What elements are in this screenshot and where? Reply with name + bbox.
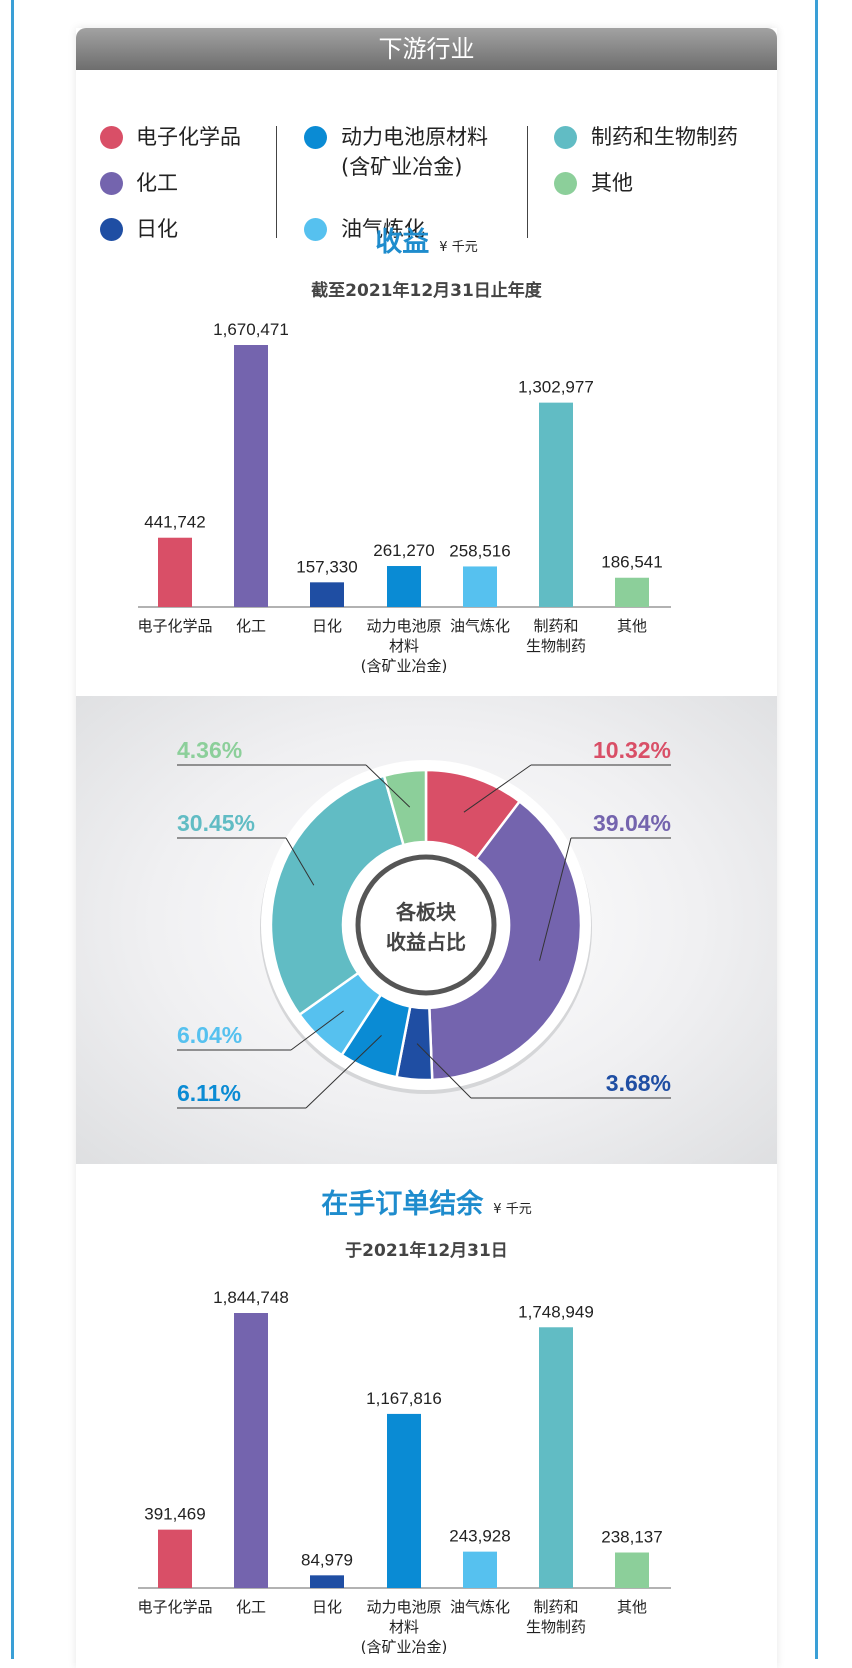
backlog-category-label-1-0: 化工 <box>236 1598 266 1616</box>
revenue-bar-4 <box>463 566 497 607</box>
backlog-value-label-0: 391,469 <box>144 1505 205 1524</box>
revenue-value-label-2: 157,330 <box>296 557 357 576</box>
legend-dot-other <box>554 172 577 195</box>
donut-percent-label-2: 3.68% <box>606 1070 671 1096</box>
frame-right-border <box>815 0 818 1659</box>
revenue-value-label-4: 258,516 <box>449 541 510 560</box>
backlog-value-label-5: 1,748,949 <box>518 1302 594 1321</box>
backlog-category-label-3-1: 材料 <box>389 1618 419 1636</box>
donut-percent-label-0: 10.32% <box>593 737 671 763</box>
donut-callout-leader-6 <box>365 764 411 808</box>
revenue-value-label-3: 261,270 <box>373 541 434 560</box>
backlog-title: 在手订单结余 ¥ 千元 <box>76 1182 777 1221</box>
donut-center-line-1: 各板块 <box>395 900 457 924</box>
backlog-category-label-4-0: 油气炼化 <box>450 1598 510 1616</box>
revenue-bar-6 <box>615 577 649 607</box>
backlog-bar-0 <box>158 1529 192 1588</box>
legend-divider-1 <box>276 126 277 238</box>
backlog-value-label-4: 243,928 <box>449 1527 510 1546</box>
legend-dot-battery-materials <box>304 126 327 149</box>
donut-center-ring <box>355 854 497 996</box>
donut-percent-label-3: 6.11% <box>177 1080 241 1106</box>
backlog-category-label-0-0: 电子化学品 <box>137 1598 212 1616</box>
donut-callout-leader-2 <box>416 1043 472 1099</box>
donut-callout-leader-4 <box>290 1010 344 1051</box>
backlog-value-label-1: 1,844,748 <box>213 1288 289 1307</box>
legend-divider-2 <box>527 126 528 238</box>
frame-left-border <box>11 0 14 1659</box>
legend-label-chemical: 化工 <box>136 171 178 195</box>
legend-label-battery-materials: 动力电池原材料 <box>341 125 488 149</box>
backlog-bar-3 <box>387 1413 421 1588</box>
revenue-bar-3 <box>387 566 421 607</box>
backlog-bar-6 <box>615 1552 649 1588</box>
donut-callout-leader-5 <box>285 837 315 886</box>
backlog-value-label-2: 84,979 <box>301 1550 353 1569</box>
donut-hole <box>343 842 509 1008</box>
revenue-category-label-5-0: 制药和 <box>533 617 578 635</box>
backlog-category-label-5-0: 制药和 <box>533 1598 578 1616</box>
revenue-unit: ¥ 千元 <box>439 240 478 255</box>
revenue-category-label-3-0: 动力电池原 <box>366 617 441 635</box>
backlog-title-text: 在手订单结余 <box>321 1189 484 1220</box>
legend: 电子化学品 化工 日化 动力电池原材料 (含矿业冶金) 油气炼化 制药和生物制药… <box>76 86 777 241</box>
revenue-value-label-5: 1,302,977 <box>518 378 594 397</box>
revenue-title-text: 收益 <box>375 227 430 258</box>
donut-percent-label-5: 30.45% <box>177 810 255 836</box>
donut-percent-label-6: 4.36% <box>177 737 242 763</box>
revenue-title: 收益 ¥ 千元 <box>76 220 777 259</box>
backlog-subtitle: 于2021年12月31日 <box>345 1241 508 1261</box>
revenue-bar-2 <box>310 582 344 607</box>
revenue-category-label-2-0: 日化 <box>312 617 342 635</box>
revenue-value-label-0: 441,742 <box>144 513 205 532</box>
backlog-bar-5 <box>539 1327 573 1588</box>
revenue-category-label-3-1: 材料 <box>389 637 419 655</box>
revenue-bar-0 <box>158 537 192 607</box>
revenue-value-label-1: 1,670,471 <box>213 320 289 339</box>
legend-label-pharma: 制药和生物制药 <box>591 125 738 149</box>
backlog-bar-chart: 391,469 电子化学品 1,844,748 化工 84,979 日化 1,167,816… <box>137 1288 671 1656</box>
revenue-category-label-5-1: 生物制药 <box>526 637 586 655</box>
revenue-bar-5 <box>539 402 573 607</box>
legend-dot-pharma <box>554 126 577 149</box>
revenue-bar-chart: 441,742 电子化学品 1,670,471 化工 157,330 日化 261,270 动… <box>137 320 671 675</box>
revenue-category-label-0-0: 电子化学品 <box>137 617 212 635</box>
legend-label-daily-chemical: 日化 <box>136 217 178 241</box>
backlog-category-label-3-2: (含矿业冶金) <box>361 1638 448 1656</box>
revenue-category-label-3-2: (含矿业冶金) <box>361 657 448 675</box>
donut-callout-leader-0 <box>463 764 532 813</box>
donut-percent-label-1: 39.04% <box>593 810 671 836</box>
legend-dot-chemical <box>100 172 123 195</box>
section-header: 下游行业 <box>76 28 777 70</box>
donut-center-line-2: 收益占比 <box>386 930 466 954</box>
revenue-subtitle: 截至2021年12月31日止年度 <box>311 281 542 301</box>
backlog-bar-4 <box>463 1551 497 1588</box>
backlog-category-label-3-0: 动力电池原 <box>366 1598 441 1616</box>
backlog-bar-2 <box>310 1575 344 1588</box>
backlog-value-label-3: 1,167,816 <box>366 1389 442 1408</box>
legend-dot-electronic-chemicals <box>100 126 123 149</box>
legend-dot-oil-gas <box>304 218 327 241</box>
legend-label-oil-gas: 油气炼化 <box>341 217 425 241</box>
legend-dot-daily-chemical <box>100 218 123 241</box>
backlog-bar-1 <box>234 1313 268 1588</box>
backlog-value-label-6: 238,137 <box>601 1528 662 1547</box>
legend-label-battery-materials-sub: (含矿业冶金) <box>341 155 463 179</box>
legend-label-electronic-chemicals: 电子化学品 <box>136 125 241 149</box>
backlog-unit: ¥ 千元 <box>493 1202 532 1217</box>
backlog-category-label-6-0: 其他 <box>617 1598 647 1616</box>
revenue-category-label-4-0: 油气炼化 <box>450 617 510 635</box>
infographic-panel: 下游行业 电子化学品 化工 日化 动力电池原材料 (含矿业冶金) 油气炼化 制药… <box>76 28 777 1668</box>
donut-percent-label-4: 6.04% <box>177 1022 242 1048</box>
donut-callout-leader-1 <box>539 837 572 961</box>
legend-label-other: 其他 <box>591 171 633 195</box>
revenue-value-label-6: 186,541 <box>601 553 662 572</box>
revenue-category-label-6-0: 其他 <box>617 617 647 635</box>
revenue-bar-1 <box>234 345 268 607</box>
backlog-category-label-2-0: 日化 <box>312 1598 342 1616</box>
backlog-category-label-5-1: 生物制药 <box>526 1618 586 1636</box>
donut-callout-leader-3 <box>305 1035 382 1109</box>
revenue-category-label-1-0: 化工 <box>236 617 266 635</box>
